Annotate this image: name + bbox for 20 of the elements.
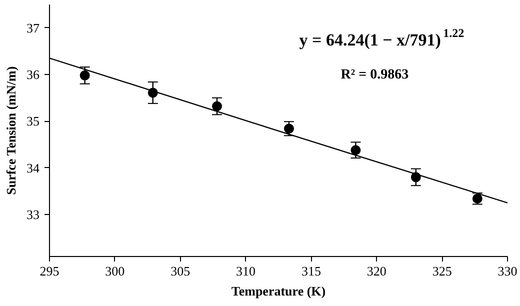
x-tick-label: 325 <box>432 264 452 278</box>
y-tick-label: 34 <box>26 160 40 176</box>
point <box>80 70 90 80</box>
point <box>284 124 294 134</box>
x-tick-label: 330 <box>498 264 518 278</box>
x-axis-title: Temperature (K) <box>231 284 326 298</box>
x-tick-label: 310 <box>236 264 256 278</box>
y-tick-label: 33 <box>26 207 40 222</box>
x-tick-label: 295 <box>40 264 60 278</box>
x-tick-label: 305 <box>170 264 190 278</box>
x-tick-label: 315 <box>301 264 321 278</box>
y-tick-label: 36 <box>26 67 40 82</box>
x-tick-label: 300 <box>105 264 125 278</box>
y-tick-label: 35 <box>26 114 40 129</box>
point <box>212 101 222 112</box>
y-tick-label: 37 <box>26 20 40 36</box>
x-tick-label: 320 <box>366 264 386 278</box>
point <box>350 145 361 156</box>
y-axis-title: Surfce Tension (mN/m) <box>4 66 18 195</box>
annotation: R² = 0.9863 <box>340 68 409 83</box>
